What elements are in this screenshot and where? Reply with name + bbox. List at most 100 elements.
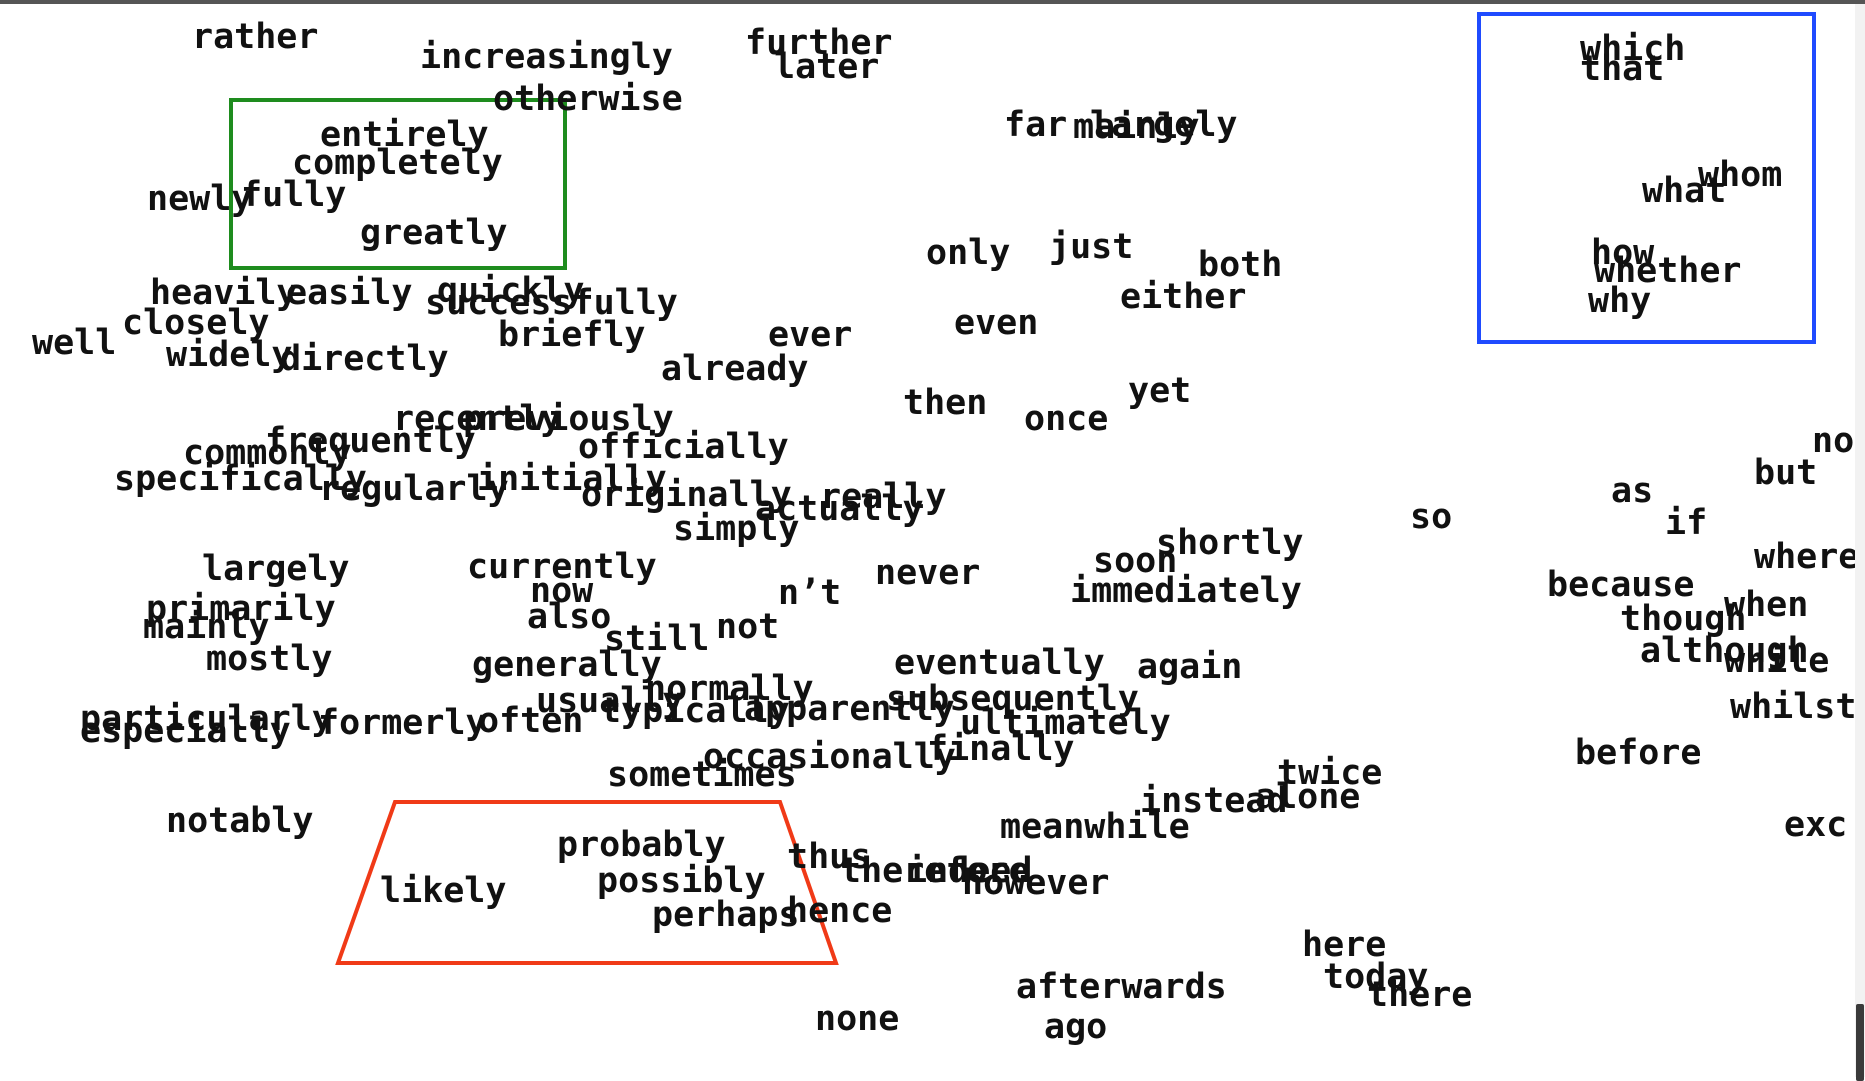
word-fully: fully	[241, 175, 347, 215]
word-formerly: formerly	[318, 703, 487, 743]
word-far: far	[1004, 105, 1068, 145]
word-eventually: eventually	[894, 643, 1105, 683]
word-never: never	[875, 553, 981, 593]
word-so: so	[1410, 497, 1453, 537]
word-typically: typically	[600, 691, 790, 731]
word-if: if	[1665, 503, 1708, 543]
word-widely: widely	[166, 335, 293, 375]
word-whether: whether	[1594, 251, 1742, 291]
word-both: both	[1198, 245, 1283, 285]
word-though: though	[1620, 599, 1747, 639]
word-nor: no	[1812, 421, 1855, 461]
word-possibly: possibly	[597, 861, 766, 901]
scrollbar-thumb[interactable]	[1856, 1004, 1864, 1081]
word-originally: originally	[581, 475, 792, 515]
word-when: when	[1724, 585, 1809, 625]
word-largely: largely	[202, 549, 350, 589]
adverbs-degree-cluster-box	[229, 98, 567, 270]
word-except: exc	[1784, 805, 1848, 845]
word-only: only	[926, 233, 1011, 273]
word-instead: instead	[1140, 781, 1288, 821]
word-directly: directly	[280, 339, 449, 379]
word-apparently: apparently	[744, 689, 955, 729]
word-previously: previously	[463, 399, 674, 439]
word-largely-overlap: largely	[1090, 105, 1238, 145]
word-nt: n’t	[778, 573, 842, 613]
word-immediately: immediately	[1070, 571, 1302, 611]
word-officially: officially	[578, 427, 789, 467]
word-often: often	[478, 701, 584, 741]
word-then: then	[903, 383, 988, 423]
word-likely: likely	[380, 871, 507, 911]
word-how: how	[1591, 233, 1655, 273]
word-regularly: regularly	[319, 469, 509, 509]
word-mostly: mostly	[206, 639, 333, 679]
word-however: however	[962, 863, 1110, 903]
word-where: where	[1754, 537, 1860, 577]
word-increasingly: increasingly	[420, 37, 673, 77]
word-alone: alone	[1255, 777, 1361, 817]
word-currently: currently	[467, 547, 657, 587]
word-occasionally: occasionally	[703, 737, 956, 777]
word-closely: closely	[122, 303, 270, 343]
word-ever: ever	[768, 315, 853, 355]
word-mainly-overlap: mainly	[1073, 107, 1200, 147]
word-what: what	[1642, 171, 1727, 211]
word-shortly: shortly	[1156, 523, 1304, 563]
word-therefore: therefore	[840, 851, 1030, 891]
word-usually: usually	[536, 681, 684, 721]
word-perhaps: perhaps	[652, 895, 800, 935]
word-commonly: commonly	[183, 433, 352, 473]
word-before: before	[1575, 733, 1702, 773]
word-twice: twice	[1277, 753, 1383, 793]
word-later: later	[774, 47, 880, 87]
word-specifically: specifically	[114, 459, 367, 499]
word-embedding-plot: rather increasingly further later otherw…	[0, 4, 1865, 1077]
likelihood-cluster-box	[335, 800, 839, 965]
word-indeed: indeed	[906, 851, 1033, 891]
word-quickly: quickly	[437, 271, 585, 311]
word-already: already	[661, 349, 809, 389]
word-soon: soon	[1093, 541, 1178, 581]
word-here: here	[1302, 925, 1387, 965]
word-none: none	[815, 999, 900, 1039]
word-once: once	[1024, 399, 1109, 439]
word-successfully: successfully	[425, 283, 678, 323]
word-otherwise: otherwise	[493, 79, 683, 119]
word-that: that	[1580, 49, 1665, 89]
word-although: although	[1640, 631, 1809, 671]
word-while: while	[1724, 641, 1830, 681]
word-today: today	[1323, 957, 1429, 997]
word-initially: initially	[477, 459, 667, 499]
word-frequently: frequently	[265, 421, 476, 461]
word-just: just	[1049, 227, 1134, 267]
word-sometimes: sometimes	[607, 755, 797, 795]
word-even: even	[954, 303, 1039, 343]
word-easily: easily	[286, 273, 413, 313]
wh-words-cluster-box	[1477, 12, 1816, 344]
word-meanwhile: meanwhile	[1000, 807, 1190, 847]
word-newly: newly	[147, 179, 253, 219]
word-not: not	[716, 607, 780, 647]
vertical-scrollbar[interactable]	[1855, 4, 1865, 1081]
word-particularly: particularly	[80, 699, 333, 739]
word-rather: rather	[192, 17, 319, 57]
word-mainly: mainly	[143, 607, 270, 647]
word-whom: whom	[1698, 155, 1783, 195]
cluster-highlights	[229, 12, 1816, 965]
window-top-border	[0, 0, 1865, 4]
word-why: why	[1588, 281, 1652, 321]
word-there: there	[1367, 975, 1473, 1015]
word-really: really	[820, 477, 947, 517]
word-probably: probably	[557, 825, 726, 865]
word-greatly: greatly	[360, 213, 508, 253]
word-simply: simply	[673, 509, 800, 549]
word-hence: hence	[787, 891, 893, 931]
word-either: either	[1120, 277, 1247, 317]
word-subsequently: subsequently	[886, 679, 1139, 719]
word-because: because	[1547, 565, 1695, 605]
word-well: well	[32, 323, 117, 363]
word-generally: generally	[472, 645, 662, 685]
word-notably: notably	[166, 801, 314, 841]
word-which: which	[1580, 29, 1686, 69]
